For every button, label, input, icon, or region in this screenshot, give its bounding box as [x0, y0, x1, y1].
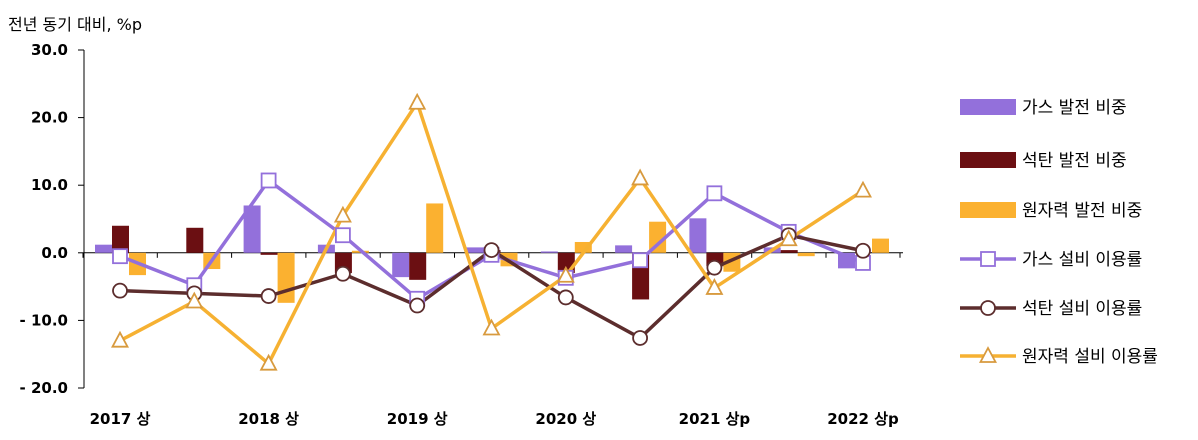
x-tick-label: 2020 상 [535, 410, 596, 428]
bar [186, 227, 204, 253]
line-point [334, 265, 351, 282]
line-point [112, 282, 128, 299]
line-point [632, 252, 648, 269]
bar [277, 252, 295, 303]
legend-swatch [960, 99, 1016, 115]
y-tick-label: 0.0 [41, 244, 68, 262]
bar [797, 252, 815, 257]
y-tick-label: 10.0 [31, 176, 68, 194]
line-point [483, 242, 500, 258]
legend-label: 석탄 발전 비중 [1022, 151, 1127, 171]
line-point [853, 180, 873, 198]
y-tick-label: 30.0 [31, 41, 68, 59]
bar [689, 218, 707, 253]
line-point [110, 330, 130, 348]
bar [112, 225, 129, 253]
line-point [185, 291, 204, 309]
bar [540, 251, 558, 253]
legend-label: 석탄 설비 이용률 [1022, 299, 1142, 319]
x-tick-label: 2021 상p [679, 410, 751, 428]
x-tick-label: 2018 상 [238, 410, 299, 428]
y-tick-label: - 10.0 [20, 311, 68, 329]
line-point [333, 205, 352, 223]
line-point [556, 265, 575, 283]
line-point [980, 300, 996, 316]
line-point [706, 185, 723, 202]
legend-label: 원자력 발전 비중 [1022, 201, 1142, 221]
line-point [980, 251, 996, 267]
line-point [706, 259, 723, 276]
line-point [705, 278, 724, 295]
legend-label: 가스 설비 이용률 [1022, 250, 1142, 270]
bar [95, 244, 112, 253]
series-line [119, 178, 864, 301]
x-tick-label: 2022 상p [827, 410, 899, 428]
line-point [632, 330, 648, 346]
line-point [631, 168, 650, 186]
bar [780, 250, 798, 253]
line-point [260, 288, 277, 304]
bar [426, 203, 444, 253]
y-tick-label: 20.0 [31, 109, 68, 127]
legend-swatch [960, 152, 1016, 168]
axes: 30.0 20.0 10.0 0.0 - 10.0 - 20.0 2017 상 2018 상 2… [20, 41, 903, 428]
bar [409, 252, 427, 280]
line-point [260, 172, 277, 189]
line-point [557, 289, 574, 306]
bar [615, 245, 633, 253]
bar [392, 252, 410, 278]
bar [243, 205, 261, 253]
line-point [408, 92, 427, 110]
bar [872, 238, 889, 253]
legend-label: 가스 발전 비중 [1022, 98, 1127, 118]
bar [574, 241, 592, 253]
legend-swatch [960, 202, 1016, 218]
line-point [978, 346, 998, 363]
line-point [855, 242, 871, 259]
bar [260, 252, 278, 255]
bar [649, 221, 667, 253]
x-tick-label: 2019 상 [387, 410, 448, 428]
bar [466, 247, 484, 253]
line-point [112, 248, 128, 265]
line-point [482, 318, 501, 336]
legend-label: 원자력 설비 이용률 [1022, 347, 1158, 367]
y-tick-label: - 20.0 [20, 379, 68, 397]
y-axis-label: 전년 동기 대비, %p [8, 15, 142, 34]
line-point [409, 297, 426, 314]
x-tick-label: 2017 상 [90, 410, 151, 428]
line-point [259, 353, 278, 371]
lines [110, 92, 873, 371]
line-point [779, 229, 798, 247]
line-point [334, 227, 351, 244]
